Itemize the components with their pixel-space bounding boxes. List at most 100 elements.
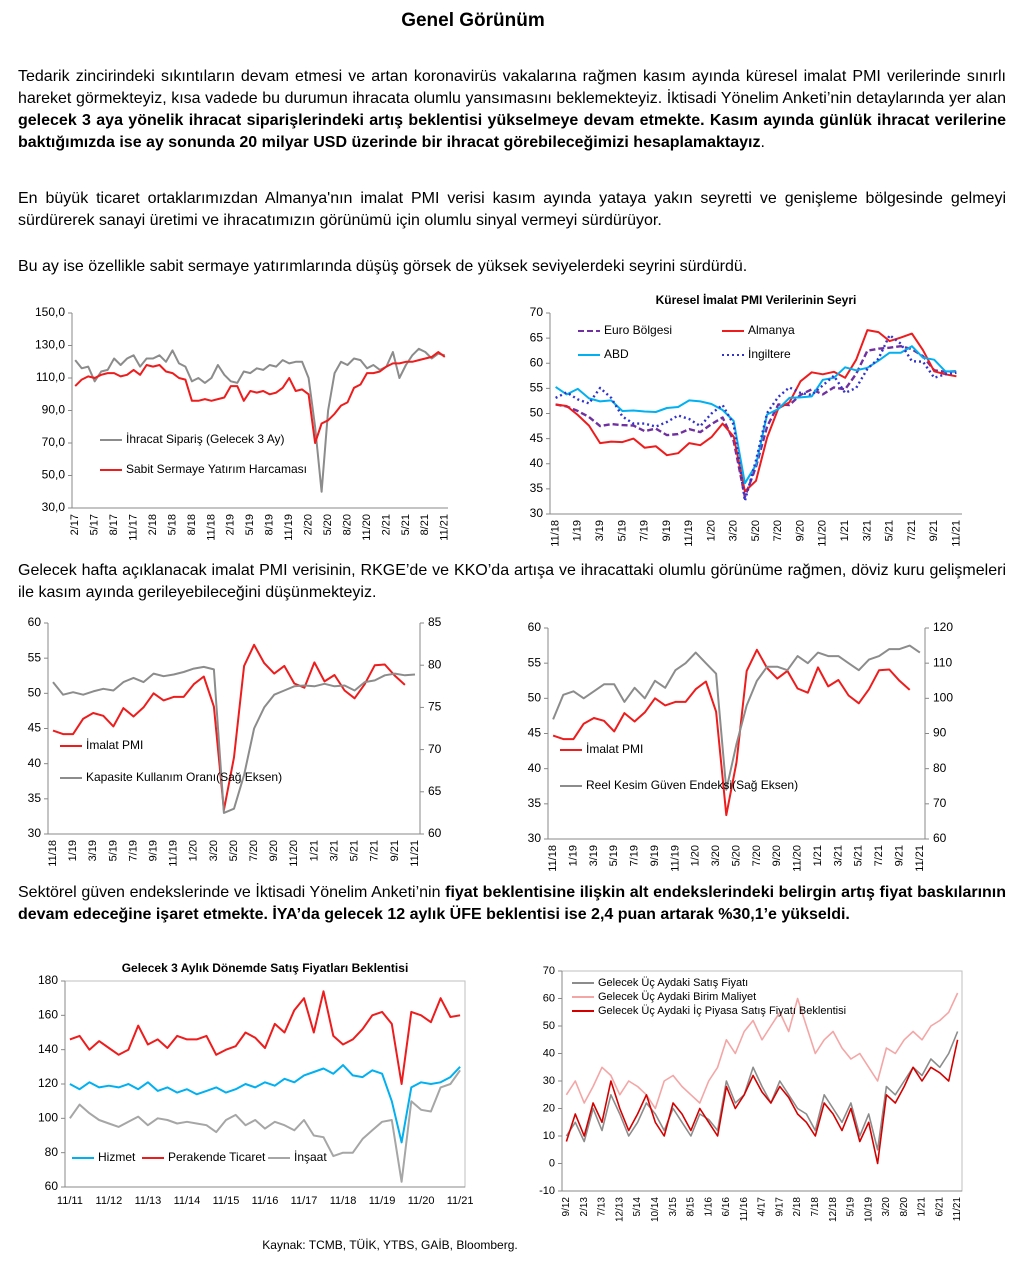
x-tick-label: 5/21 — [884, 520, 896, 541]
x-tick-label: 11/21 — [952, 1197, 963, 1222]
legend-label: Perakende Ticaret — [168, 1150, 266, 1164]
legend-label: İhracat Sipariş (Gelecek 3 Ay) — [126, 432, 285, 446]
chart-title: Gelecek 3 Aylık Dönemde Satış Fiyatları … — [122, 961, 409, 975]
x-tick-label: 9/12 — [561, 1197, 572, 1217]
x-tick-label: 3/19 — [87, 840, 99, 861]
x-tick-label: 5/21 — [349, 840, 361, 861]
x-tick-label: 9/21 — [893, 845, 905, 866]
legend-label: İnşaat — [294, 1150, 327, 1164]
x-tick-label: 11/19 — [168, 840, 180, 867]
text-run: . — [760, 134, 765, 151]
y2-tick-label: 60 — [933, 831, 947, 845]
series-line — [555, 333, 957, 503]
series-line — [52, 643, 406, 812]
x-tick-label: 3/15 — [668, 1197, 679, 1217]
y-tick-label: 40 — [543, 1047, 555, 1059]
legend-label: Almanya — [748, 323, 795, 337]
y-tick-label: 35 — [528, 796, 542, 810]
y-tick-label: 65 — [530, 330, 544, 344]
series-line — [565, 992, 959, 1110]
y2-tick-label: 60 — [428, 826, 442, 840]
y-tick-label: 55 — [28, 650, 42, 664]
x-tick-label: 5/19 — [244, 514, 256, 535]
x-tick-label: 3/19 — [594, 520, 606, 541]
x-tick-label: 8/21 — [419, 514, 431, 535]
x-tick-label: 11/15 — [213, 1195, 240, 1207]
x-tick-label: 8/17 — [108, 514, 120, 535]
x-tick-label: 7/21 — [873, 845, 885, 866]
paragraph: Tedarik zincirindeki sıkıntıların devam … — [18, 66, 1006, 154]
text-run: Bu ay ise özellikle sabit sermaye yatırı… — [18, 258, 748, 275]
text-run: En büyük ticaret ortaklarımızdan Almanya… — [18, 190, 1006, 229]
y-tick-label: 70,0 — [42, 435, 66, 449]
x-tick-label: 11/20 — [408, 1195, 435, 1207]
y-tick-label: 20 — [543, 1102, 555, 1114]
x-tick-label: 5/19 — [846, 1197, 857, 1217]
legend-label: İmalat PMI — [86, 738, 143, 752]
x-tick-label: 1/20 — [705, 520, 717, 541]
x-tick-label: 6/21 — [934, 1197, 945, 1217]
legend-label: Gelecek Üç Aydaki İç Piyasa Satış Fiyatı… — [598, 1004, 846, 1017]
x-tick-label: 5/20 — [322, 514, 334, 535]
x-tick-label: 11/18 — [547, 845, 559, 872]
y-tick-label: 50 — [528, 691, 542, 705]
x-tick-label: 11/11 — [57, 1195, 83, 1207]
x-tick-label: 5/18 — [166, 514, 178, 535]
x-tick-label: 11/12 — [96, 1195, 123, 1207]
y2-tick-label: 120 — [933, 620, 953, 634]
legend-label: Kapasite Kullanım Oranı(Sağ Eksen) — [86, 770, 282, 784]
x-tick-label: 8/19 — [264, 514, 276, 535]
y2-tick-label: 70 — [933, 796, 947, 810]
x-tick-label: 11/18 — [549, 520, 561, 547]
x-tick-label: 5/20 — [730, 845, 742, 866]
x-tick-label: 11/18 — [205, 514, 217, 541]
x-tick-label: 9/19 — [147, 840, 159, 861]
chart-title: Küresel İmalat PMI Verilerinin Seyri — [656, 292, 857, 307]
x-tick-label: 9/21 — [389, 840, 401, 861]
y-tick-label: 60 — [528, 620, 542, 634]
y-tick-label: 45 — [28, 721, 42, 735]
x-tick-label: 12/13 — [614, 1197, 625, 1222]
x-tick-label: 11/16 — [252, 1195, 279, 1207]
page-title: Genel Görünüm — [401, 10, 545, 31]
y-tick-label: 160 — [38, 1008, 58, 1022]
x-tick-label: 11/20 — [288, 840, 300, 867]
text-run: fiyat beklentisine ilişkin alt endeksler… — [18, 884, 1007, 923]
x-tick-label: 11/19 — [283, 514, 295, 541]
series-line — [69, 1064, 461, 1144]
y2-tick-label: 80 — [428, 657, 442, 671]
series-line — [565, 1031, 959, 1151]
x-tick-label: 11/21 — [914, 845, 926, 872]
x-tick-label: 8/20 — [341, 514, 353, 535]
x-tick-label: 11/17 — [291, 1195, 318, 1207]
legend-label: Gelecek Üç Aydaki Birim Maliyet — [598, 991, 756, 1003]
x-tick-label: 1/19 — [67, 840, 79, 861]
y-tick-label: 50 — [28, 686, 42, 700]
x-tick-label: 3/20 — [710, 845, 722, 866]
x-tick-label: 11/17 — [127, 514, 139, 541]
series-line — [69, 1069, 461, 1183]
x-tick-label: 5/19 — [616, 520, 628, 541]
x-tick-label: 2/17 — [69, 514, 81, 535]
series-line — [555, 345, 957, 499]
x-tick-label: 7/21 — [906, 520, 918, 541]
x-tick-label: 2/20 — [303, 514, 315, 535]
text-run: gelecek 3 aya yönelik ihracat siparişler… — [18, 112, 1006, 151]
x-tick-label: 1/21 — [308, 840, 320, 861]
x-tick-label: 11/20 — [792, 845, 804, 872]
y-tick-label: 30 — [528, 831, 542, 845]
source: Kaynak: TCMB, TÜİK, YTBS, GAİB, Bloomber… — [262, 1238, 518, 1252]
y-tick-label: 60 — [543, 992, 555, 1004]
paragraph: Bu ay ise özellikle sabit sermaye yatırı… — [18, 256, 1006, 278]
text-run: Gelecek hafta açıklanacak imalat PMI ver… — [18, 562, 1006, 601]
y-tick-label: 40 — [28, 756, 42, 770]
x-tick-label: 5/21 — [853, 845, 865, 866]
series-line — [74, 351, 446, 444]
y-tick-label: 70 — [530, 305, 544, 319]
y-tick-label: 30 — [543, 1075, 555, 1087]
y-tick-label: 60 — [530, 355, 544, 369]
x-tick-label: 11/21 — [950, 520, 962, 547]
x-tick-label: 1/20 — [188, 840, 200, 861]
